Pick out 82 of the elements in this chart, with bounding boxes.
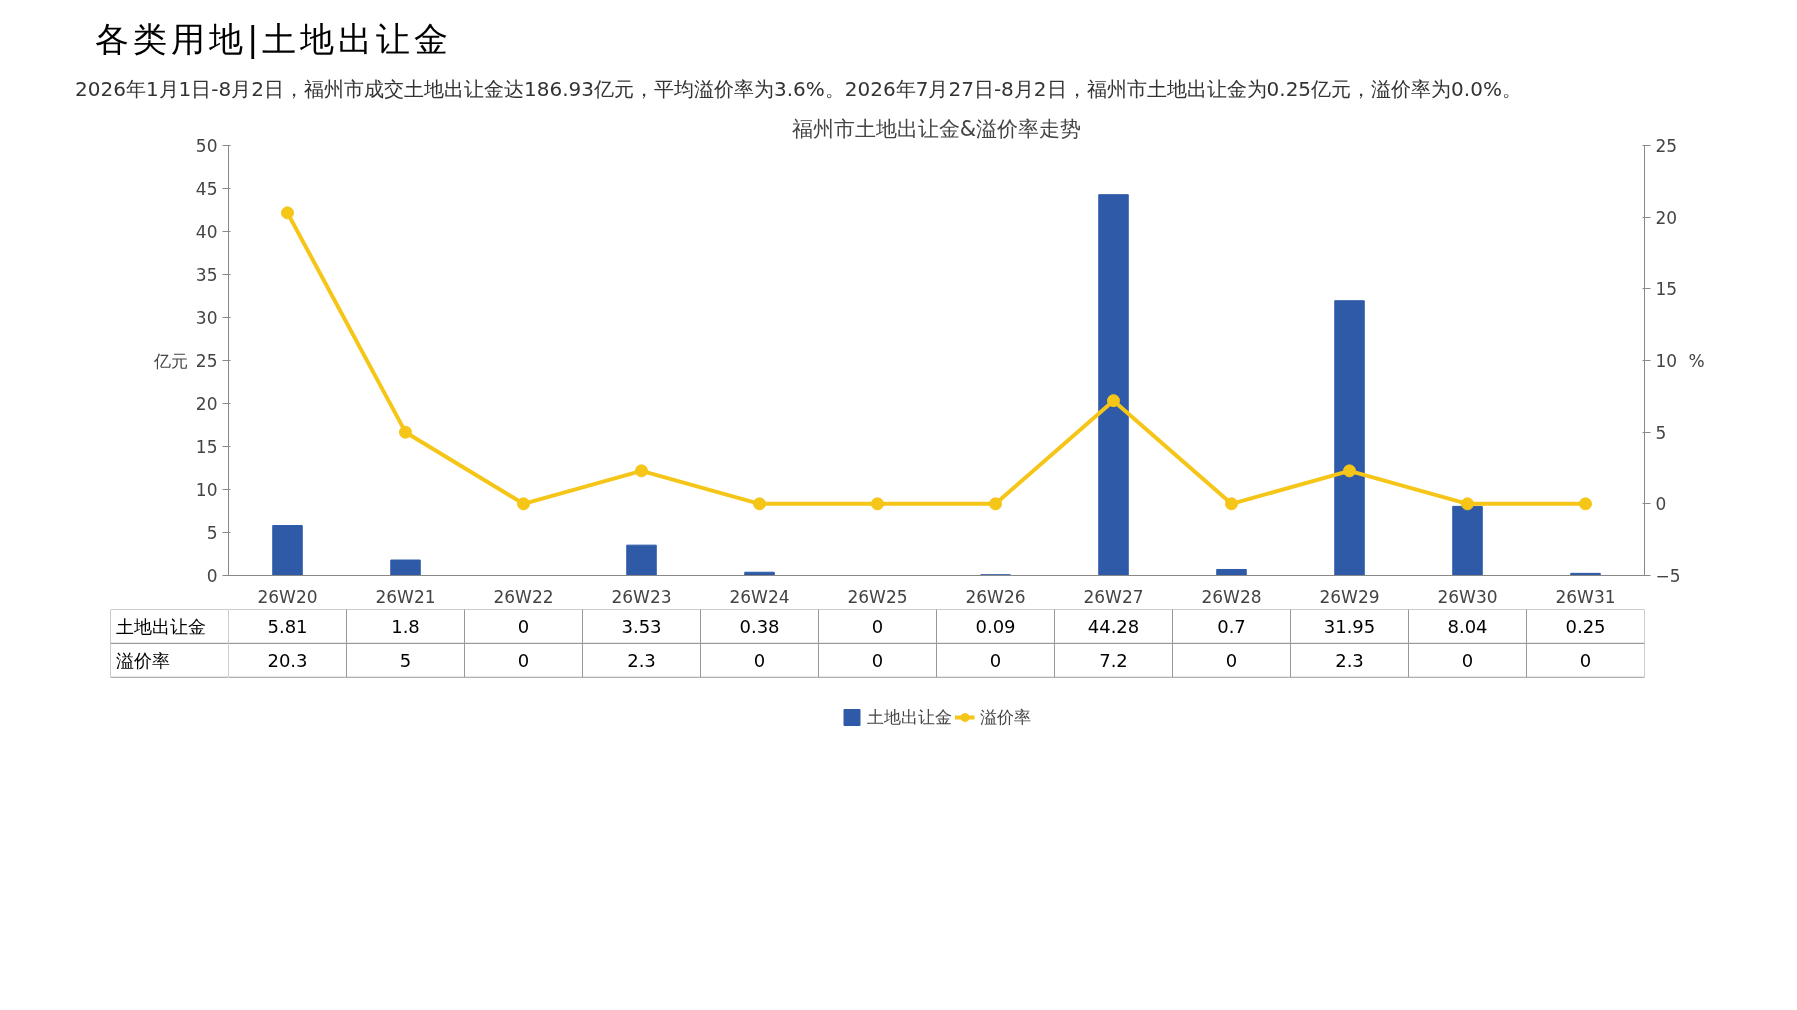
data-label: 0	[1225, 649, 1238, 671]
y-tick-label: 5	[206, 522, 218, 543]
data-label: 8.04	[1447, 615, 1488, 637]
y2-tick-label: 10	[1655, 350, 1678, 371]
text: 福州市土地出让金&溢价率走势	[791, 116, 1082, 141]
data-label: 0	[871, 615, 884, 637]
text: 土地出让金	[116, 615, 207, 637]
point	[281, 205, 294, 219]
y2-axis-title: %	[1688, 350, 1705, 371]
point	[1343, 463, 1356, 477]
y2-tick-label: −5	[1655, 565, 1681, 586]
bar	[1098, 193, 1129, 576]
data-label: 44.28	[1087, 615, 1140, 637]
point	[989, 496, 1002, 510]
y-tick-label: 50	[195, 135, 218, 156]
bar	[390, 559, 421, 576]
x-tick-label: 26W20	[257, 586, 318, 607]
chart-subtitle: 2026年1月1日-8月2日，福州市成交土地出让金达186.93亿元，平均溢价率为3.6%。2026年7月27日-8月2日，福州市土地出让金为0.25亿元，溢价率为0.0%。	[74, 75, 1523, 103]
bar	[1216, 568, 1247, 576]
data-label: 3.53	[621, 615, 662, 637]
y-tick-label: 15	[195, 436, 218, 457]
point	[1107, 393, 1120, 407]
data-label: 0	[871, 649, 884, 671]
data-label: 0	[1579, 649, 1592, 671]
data-label: 20.3	[267, 649, 308, 671]
y-tick-label: 10	[195, 479, 218, 500]
x-tick-label: 26W27	[1083, 586, 1144, 607]
bar	[1334, 299, 1365, 576]
point	[1461, 496, 1474, 510]
point	[399, 425, 412, 439]
chart-title: 各类用地|土地出让金	[94, 18, 453, 61]
y-tick-label: 20	[195, 393, 218, 414]
data-label: 0.7	[1217, 615, 1246, 637]
y-tick-label: 40	[195, 221, 218, 242]
point	[517, 496, 530, 510]
y-tick-label: 0	[206, 565, 218, 586]
y-axis-title: 亿元	[152, 350, 188, 371]
point	[1579, 496, 1592, 510]
point	[1225, 496, 1238, 510]
y-tick-label: 30	[195, 307, 218, 328]
bar	[272, 524, 303, 576]
y-tick-label: 25	[195, 350, 218, 371]
y2-tick-label: 5	[1655, 422, 1667, 443]
data-label: 0	[517, 649, 530, 671]
x-tick-label: 26W22	[493, 586, 554, 607]
data-label: 5	[399, 649, 412, 671]
y2-tick-label: 20	[1655, 207, 1678, 228]
data-label: 5.81	[267, 615, 308, 637]
x-tick-label: 26W23	[611, 586, 672, 607]
data-label: 2.3	[1335, 649, 1364, 671]
x-tick-label: 26W26	[965, 586, 1026, 607]
data-label: 0.38	[739, 615, 780, 637]
y-tick-label: 35	[195, 264, 218, 285]
legend-label: 溢价率	[979, 705, 1031, 729]
x-tick-label: 26W30	[1437, 586, 1498, 607]
x-tick-label: 26W21	[375, 586, 436, 607]
data-label: 0	[1461, 649, 1474, 671]
y2-tick-label: 25	[1655, 135, 1678, 156]
x-tick-label: 26W25	[847, 586, 908, 607]
data-label: 31.95	[1323, 615, 1376, 637]
bar	[1452, 505, 1483, 576]
point	[635, 463, 648, 477]
data-label: 7.2	[1099, 649, 1128, 671]
data-label: 0.25	[1565, 615, 1606, 637]
y-tick-label: 45	[195, 178, 218, 199]
point	[871, 496, 884, 510]
x-tick-label: 26W24	[729, 586, 790, 607]
y2-tick-label: 0	[1655, 493, 1667, 514]
x-tick-label: 26W29	[1319, 586, 1380, 607]
data-label: 0	[517, 615, 530, 637]
data-label: 1.8	[391, 615, 420, 637]
point	[753, 496, 766, 510]
data-label: 0	[753, 649, 766, 671]
data-label: 0.09	[975, 615, 1016, 637]
y2-tick-label: 15	[1655, 278, 1678, 299]
bar	[626, 544, 657, 576]
legend-label: 土地出让金	[866, 705, 952, 729]
x-tick-label: 26W31	[1555, 586, 1616, 607]
x-tick-label: 26W28	[1201, 586, 1262, 607]
data-label: 2.3	[627, 649, 656, 671]
data-label: 0	[989, 649, 1002, 671]
text: 溢价率	[116, 649, 171, 671]
